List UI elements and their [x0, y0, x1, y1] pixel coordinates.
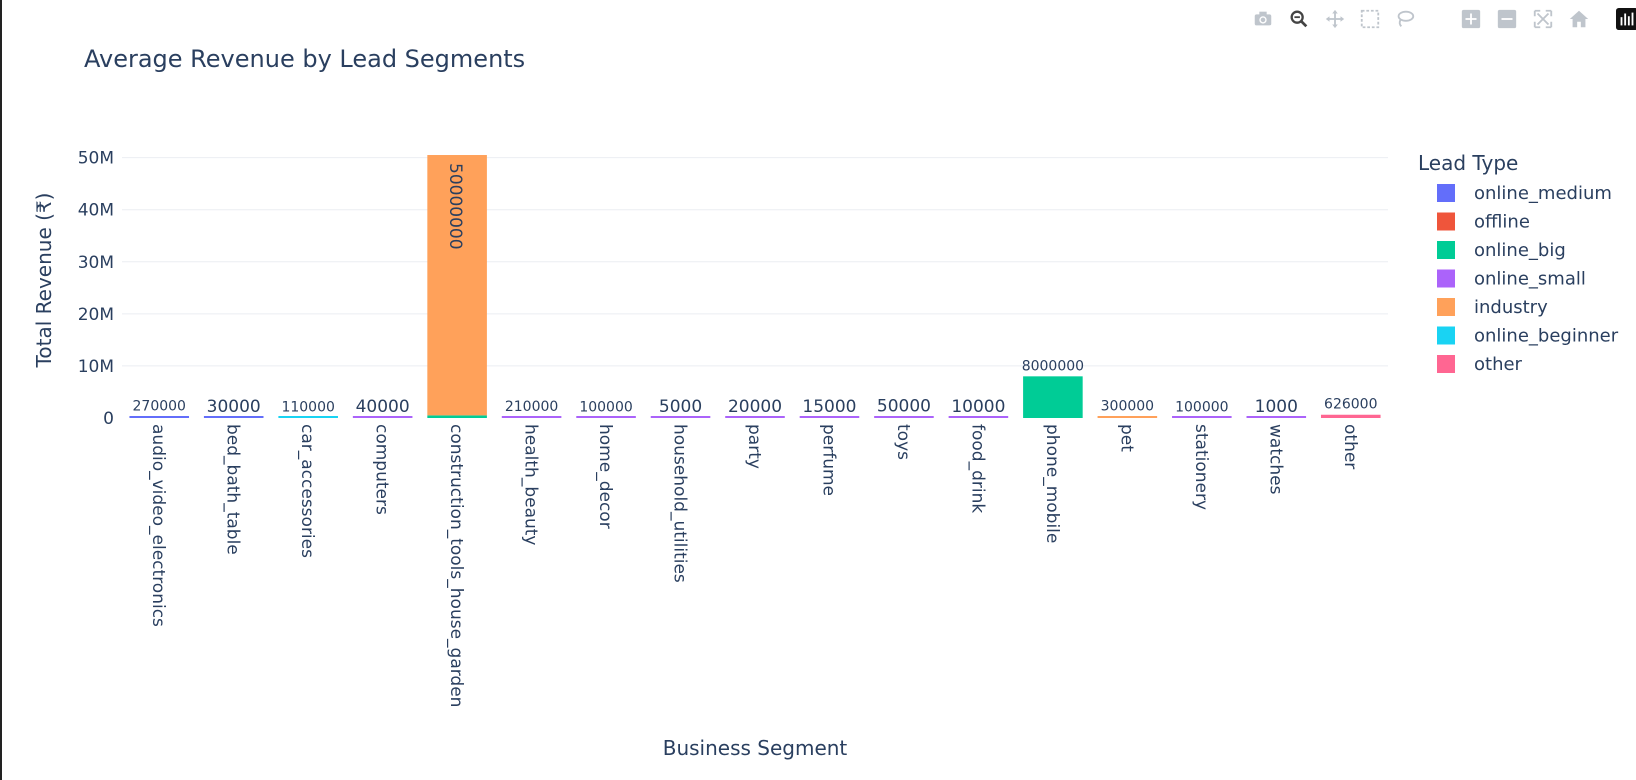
bar-segment[interactable]: [650, 416, 711, 418]
legend-item[interactable]: online_beginner: [1474, 326, 1619, 347]
x-tick-label: toys: [893, 424, 913, 460]
data-label: 50000000: [445, 163, 465, 250]
x-tick-label: health_beauty: [521, 424, 541, 545]
y-tick-label: 10M: [78, 357, 114, 377]
data-label: 300000: [1101, 398, 1154, 414]
legend-item[interactable]: online_small: [1474, 269, 1586, 290]
bar-segment[interactable]: [874, 416, 934, 418]
camera-icon[interactable]: [1250, 6, 1276, 32]
y-tick-label: 30M: [78, 253, 114, 273]
legend-swatch[interactable]: [1437, 355, 1455, 373]
legend-swatch[interactable]: [1437, 212, 1455, 231]
x-tick-label: food_drink: [967, 424, 987, 513]
data-label: 40000: [356, 397, 410, 417]
y-tick-label: 40M: [78, 201, 114, 221]
plotly-logo-icon[interactable]: [1614, 6, 1636, 32]
lasso-select-icon[interactable]: [1392, 6, 1418, 32]
legend-item[interactable]: other: [1474, 354, 1523, 375]
data-label: 1000: [1255, 397, 1298, 417]
data-label: 110000: [281, 399, 334, 415]
bar-segment[interactable]: [948, 416, 1009, 418]
y-tick-label: 0: [103, 409, 114, 429]
bar-segment[interactable]: [1097, 416, 1158, 418]
bar-segment[interactable]: [278, 416, 338, 418]
data-label: 100000: [579, 399, 632, 415]
bar-segment[interactable]: [576, 416, 636, 418]
bar-segment[interactable]: [129, 416, 190, 418]
x-tick-label: home_decor: [595, 424, 615, 529]
legend-item[interactable]: industry: [1474, 297, 1548, 318]
legend-item[interactable]: online_big: [1474, 240, 1566, 261]
zoom-out-icon[interactable]: [1494, 6, 1520, 32]
bar-segment[interactable]: [501, 416, 562, 418]
legend-item[interactable]: online_medium: [1474, 183, 1612, 204]
y-axis-title: Total Revenue (₹): [32, 193, 56, 369]
data-label: 50000: [877, 397, 931, 417]
bar-segment[interactable]: [203, 416, 264, 418]
legend-title: Lead Type: [1418, 151, 1518, 175]
data-label: 30000: [207, 397, 261, 417]
bar-segment[interactable]: [1023, 376, 1083, 418]
x-tick-label: computers: [372, 424, 392, 515]
legend-swatch[interactable]: [1437, 241, 1455, 259]
bar-segment[interactable]: [1320, 414, 1381, 418]
legend-swatch[interactable]: [1437, 269, 1455, 288]
bar-segment[interactable]: [427, 415, 487, 418]
data-label: 210000: [505, 399, 558, 415]
data-label: 100000: [1175, 399, 1228, 415]
legend-swatch[interactable]: [1437, 298, 1455, 316]
data-label: 15000: [802, 397, 856, 417]
data-label: 626000: [1324, 397, 1377, 413]
data-label: 20000: [728, 397, 782, 417]
legend-item[interactable]: offline: [1474, 212, 1530, 233]
home-icon[interactable]: [1566, 6, 1592, 32]
pan-icon[interactable]: [1322, 6, 1348, 32]
y-tick-label: 20M: [78, 305, 114, 325]
x-tick-label: construction_tools_house_garden: [446, 424, 466, 707]
x-tick-label: car_accessories: [297, 424, 317, 558]
zoom-icon[interactable]: [1286, 6, 1312, 32]
x-tick-label: audio_video_electronics: [148, 424, 168, 627]
x-tick-label: party: [744, 424, 764, 469]
bar-segment[interactable]: [1246, 416, 1307, 418]
data-label: 10000: [951, 397, 1005, 417]
x-tick-label: phone_mobile: [1042, 424, 1062, 543]
data-label: 5000: [659, 397, 702, 417]
modebar: [1250, 6, 1636, 34]
chart-title: Average Revenue by Lead Segments: [84, 45, 525, 73]
x-tick-label: watches: [1265, 424, 1285, 495]
x-tick-label: perfume: [818, 424, 838, 496]
bar-segment[interactable]: [427, 155, 487, 416]
legend-swatch[interactable]: [1437, 326, 1455, 345]
x-tick-label: pet: [1116, 424, 1136, 452]
bar-segment[interactable]: [1172, 416, 1232, 418]
x-axis-title: Business Segment: [663, 736, 848, 760]
y-tick-label: 50M: [78, 149, 114, 169]
x-tick-label: household_utilities: [670, 424, 690, 583]
x-tick-label: stationery: [1191, 424, 1211, 510]
data-label: 270000: [133, 399, 186, 415]
zoom-in-icon[interactable]: [1458, 6, 1484, 32]
x-tick-label: other: [1340, 424, 1360, 469]
x-tick-label: bed_bath_table: [223, 424, 243, 555]
bar-segment[interactable]: [352, 416, 413, 418]
autoscale-icon[interactable]: [1530, 6, 1556, 32]
bar-segment[interactable]: [799, 416, 860, 418]
box-select-icon[interactable]: [1357, 6, 1383, 32]
legend-swatch[interactable]: [1437, 184, 1455, 202]
bar-segment[interactable]: [725, 416, 785, 418]
data-label: 8000000: [1022, 358, 1084, 374]
